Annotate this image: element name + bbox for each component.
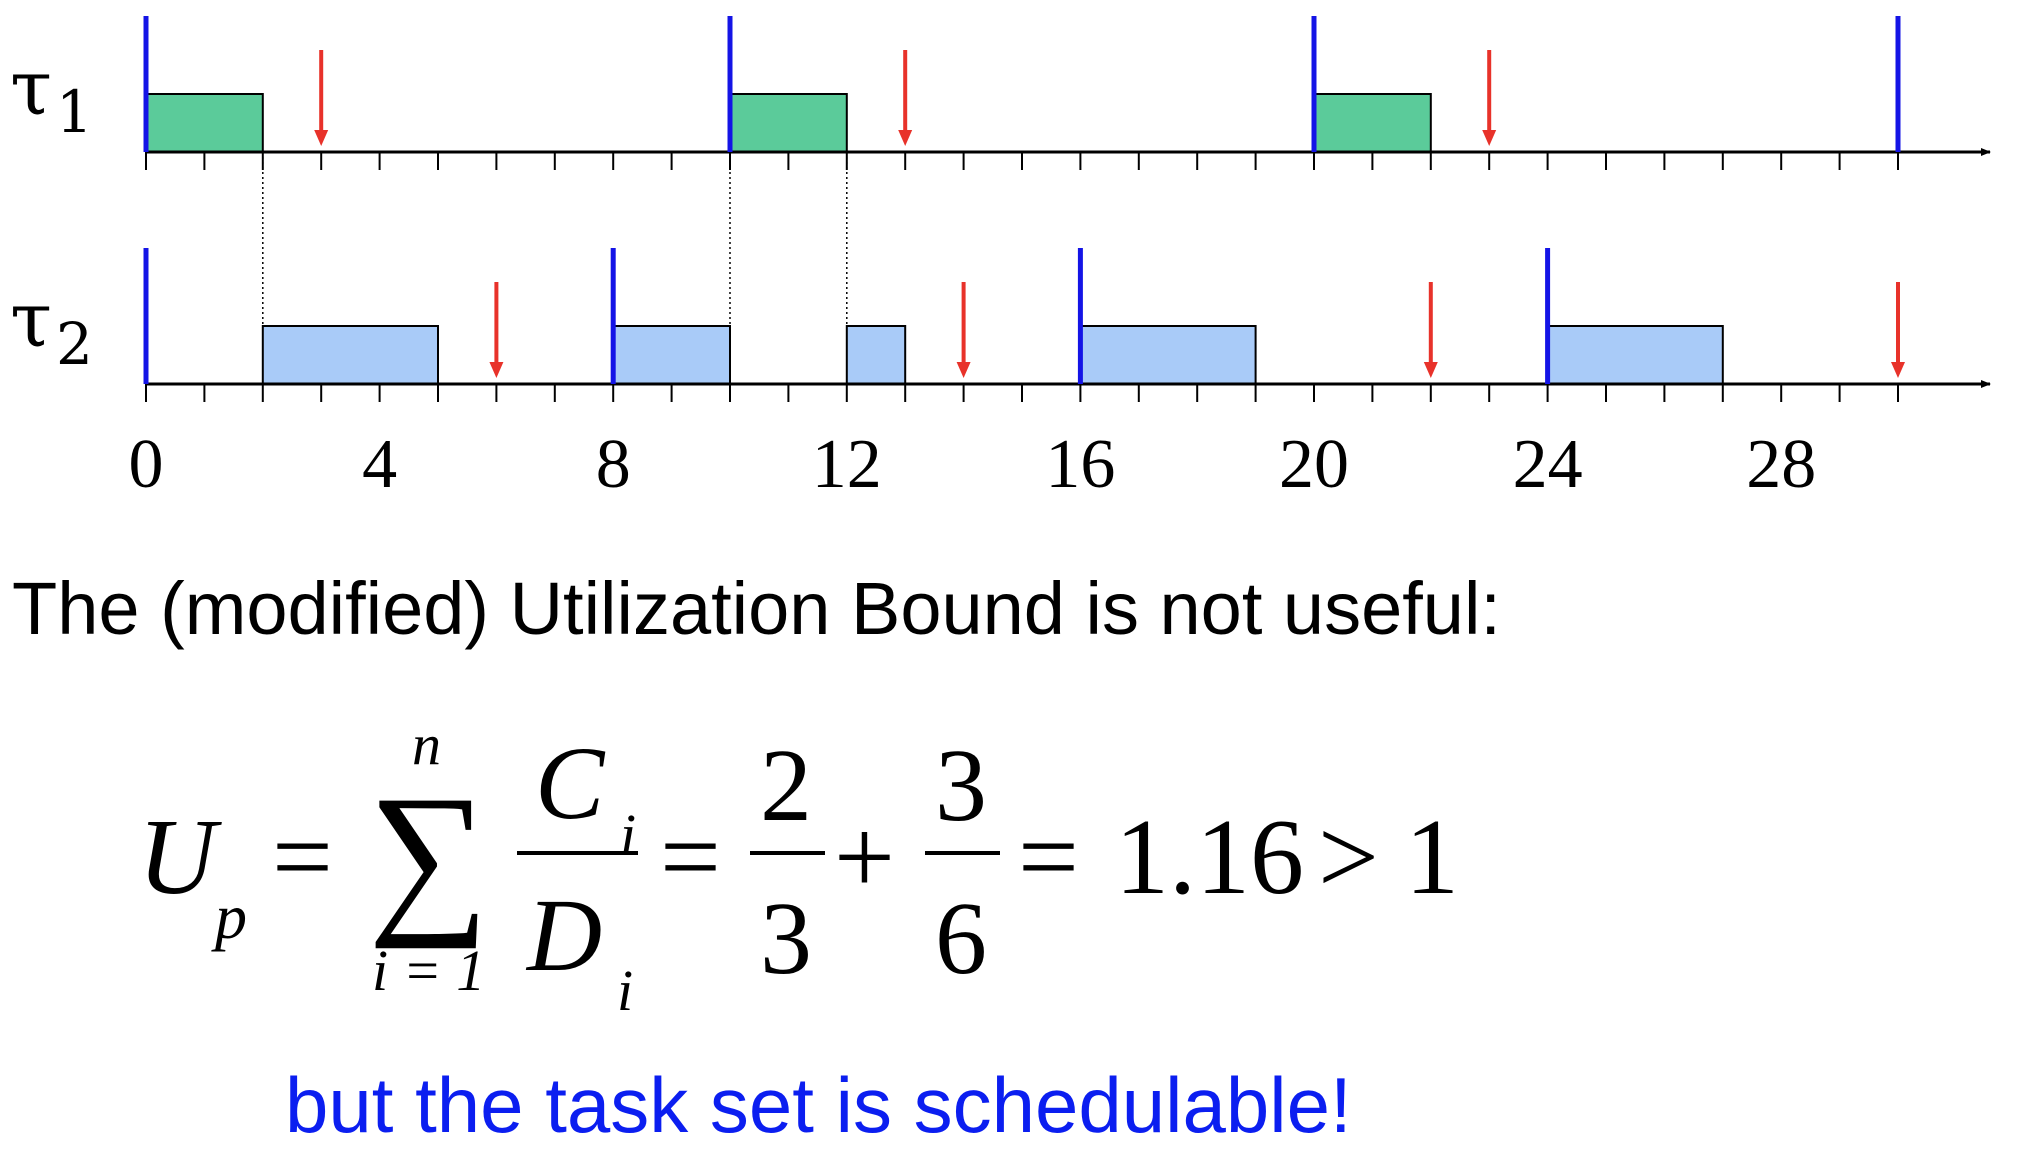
utilization-bound-statement: The (modified) Utilization Bound is not … — [12, 567, 1501, 650]
formula-sum-upper: n — [412, 712, 441, 777]
formula-term2-denominator: 6 — [935, 881, 987, 996]
time-tick-label: 8 — [596, 426, 631, 503]
time-axis-labels: 0 4 8 12 16 20 24 28 — [129, 426, 1817, 503]
utilization-formula: U p = ∑ n i = 1 C i D i = 2 3 + 3 6 = 1.… — [138, 712, 1459, 1023]
deadline-arrow-head — [1891, 362, 1905, 378]
formula-rhs: 1 — [1405, 798, 1459, 917]
formula-frac-denominator: D — [525, 878, 602, 993]
deadline-arrow — [1482, 50, 1497, 146]
schedulable-conclusion: but the task set is schedulable! — [285, 1061, 1352, 1149]
formula-lhs-main: U — [138, 798, 222, 917]
deadline-arrow — [1423, 282, 1438, 378]
deadline-arrow — [314, 50, 329, 146]
formula-greater-than: > — [1318, 798, 1379, 917]
time-tick-label: 16 — [1045, 426, 1115, 503]
task-label-subscript-1: 1 — [56, 78, 93, 146]
deadline-arrow — [956, 282, 971, 378]
schedule-timeline: τ 1τ 2 0 4 8 12 16 20 24 28 — [10, 16, 1991, 503]
task-rows: τ 1τ 2 — [10, 16, 1991, 402]
job-execution-block — [845, 325, 907, 385]
formula-frac-numerator: C — [535, 726, 606, 841]
formula-equals-2: = — [660, 798, 721, 917]
job-execution-block — [729, 93, 848, 153]
task-label-subscript-2: 2 — [56, 310, 93, 378]
time-tick-label: 20 — [1279, 426, 1349, 503]
formula-frac-numerator-sub: i — [620, 802, 636, 867]
formula-frac-denominator-sub: i — [617, 958, 633, 1023]
formula-result: 1.16 — [1115, 798, 1304, 917]
formula-term1-denominator: 3 — [760, 881, 812, 996]
task-label-2: τ — [10, 275, 52, 364]
deadline-arrow-head — [314, 130, 329, 146]
job-execution-block — [1546, 325, 1724, 385]
job-execution-block — [612, 325, 732, 385]
deadline-arrow-head — [1482, 130, 1497, 146]
deadline-arrow-head — [489, 362, 504, 378]
job-execution-block — [145, 93, 264, 153]
deadline-arrow-head — [898, 130, 913, 146]
deadline-arrow-head — [956, 362, 971, 378]
deadline-arrow — [1891, 282, 1905, 378]
time-tick-label: 0 — [129, 426, 164, 503]
job-execution-block — [1313, 93, 1432, 153]
formula-term1-numerator: 2 — [760, 728, 812, 843]
time-tick-label: 4 — [362, 426, 397, 503]
deadline-arrow-head — [1423, 362, 1438, 378]
deadline-arrow — [489, 282, 504, 378]
formula-term2-numerator: 3 — [935, 728, 987, 843]
formula-lhs-sub: p — [211, 881, 247, 952]
formula-equals-3: = — [1018, 798, 1079, 917]
deadline-arrow — [898, 50, 913, 146]
formula-sum-symbol: ∑ — [368, 761, 489, 949]
preemption-guides — [262, 152, 848, 326]
time-tick-label: 24 — [1513, 426, 1583, 503]
formula-plus: + — [834, 798, 895, 917]
job-execution-block — [261, 325, 439, 385]
job-execution-block — [1079, 325, 1257, 385]
time-tick-label: 28 — [1746, 426, 1816, 503]
formula-equals-1: = — [272, 798, 333, 917]
task-label-1: τ — [10, 43, 52, 132]
formula-sum-lower: i = 1 — [372, 938, 485, 1003]
time-tick-label: 12 — [812, 426, 882, 503]
